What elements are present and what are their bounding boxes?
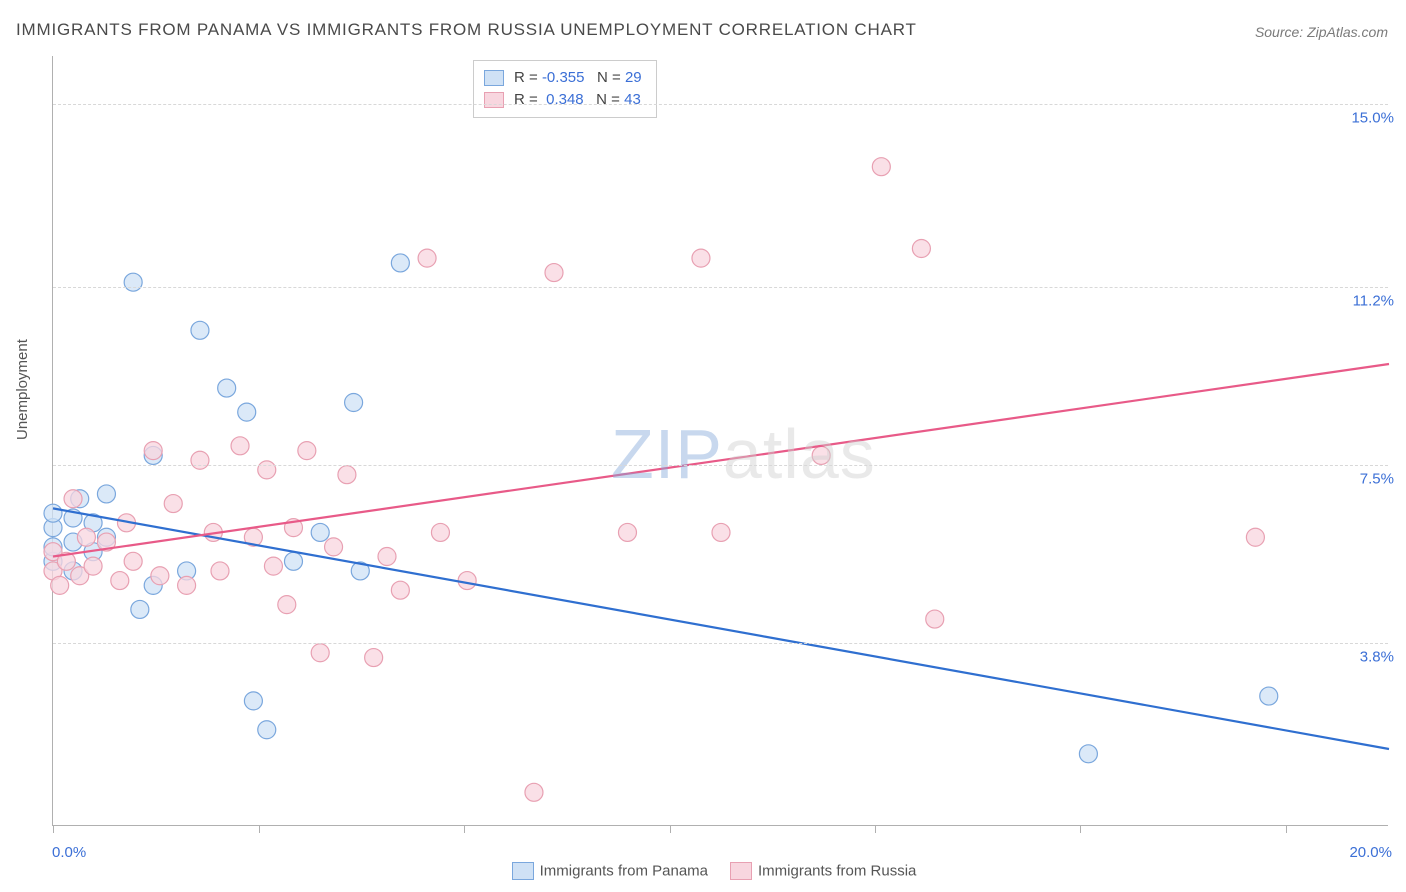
source-citation: Source: ZipAtlas.com bbox=[1255, 24, 1388, 40]
data-point-russia bbox=[124, 552, 142, 570]
data-point-panama bbox=[345, 394, 363, 412]
y-tick-label: 3.8% bbox=[1360, 649, 1394, 666]
x-max-label: 20.0% bbox=[1349, 844, 1392, 861]
stats-row-russia: R = 0.348 N = 43 bbox=[484, 89, 642, 111]
data-point-russia bbox=[211, 562, 229, 580]
swatch-russia bbox=[484, 92, 504, 108]
data-point-russia bbox=[178, 576, 196, 594]
gridline bbox=[53, 287, 1388, 288]
data-point-russia bbox=[311, 644, 329, 662]
data-point-russia bbox=[365, 649, 383, 667]
data-point-russia bbox=[51, 576, 69, 594]
data-point-panama bbox=[131, 600, 149, 618]
plot-area: R = -0.355 N = 29R = 0.348 N = 43 ZIPatl… bbox=[52, 56, 1388, 826]
data-point-russia bbox=[64, 490, 82, 508]
x-min-label: 0.0% bbox=[52, 844, 86, 861]
data-point-russia bbox=[77, 528, 95, 546]
gridline bbox=[53, 465, 1388, 466]
regression-line-panama bbox=[53, 508, 1389, 749]
legend-swatch bbox=[730, 862, 752, 880]
data-point-russia bbox=[418, 249, 436, 267]
data-point-panama bbox=[97, 485, 115, 503]
data-point-russia bbox=[278, 596, 296, 614]
data-point-russia bbox=[926, 610, 944, 628]
x-tick bbox=[670, 825, 671, 833]
data-point-panama bbox=[311, 523, 329, 541]
y-tick-label: 7.5% bbox=[1360, 471, 1394, 488]
gridline bbox=[53, 104, 1388, 105]
data-point-panama bbox=[191, 321, 209, 339]
data-point-russia bbox=[298, 442, 316, 460]
data-point-panama bbox=[1079, 745, 1097, 763]
data-point-panama bbox=[1260, 687, 1278, 705]
gridline bbox=[53, 643, 1388, 644]
data-point-russia bbox=[1246, 528, 1264, 546]
y-tick-label: 11.2% bbox=[1353, 293, 1394, 310]
data-point-russia bbox=[258, 461, 276, 479]
y-tick-label: 15.0% bbox=[1351, 110, 1394, 127]
chart-title: IMMIGRANTS FROM PANAMA VS IMMIGRANTS FRO… bbox=[16, 20, 917, 40]
data-point-russia bbox=[872, 158, 890, 176]
data-point-russia bbox=[164, 495, 182, 513]
stats-text-panama: R = -0.355 N = 29 bbox=[514, 67, 642, 89]
data-point-russia bbox=[391, 581, 409, 599]
data-point-russia bbox=[458, 572, 476, 590]
data-point-russia bbox=[431, 523, 449, 541]
data-point-panama bbox=[124, 273, 142, 291]
data-point-russia bbox=[84, 557, 102, 575]
x-tick bbox=[259, 825, 260, 833]
data-point-russia bbox=[378, 548, 396, 566]
chart-svg bbox=[53, 56, 1388, 825]
x-tick bbox=[1080, 825, 1081, 833]
data-point-panama bbox=[284, 552, 302, 570]
data-point-russia bbox=[144, 442, 162, 460]
data-point-russia bbox=[812, 446, 830, 464]
data-point-russia bbox=[692, 249, 710, 267]
data-point-russia bbox=[151, 567, 169, 585]
data-point-russia bbox=[525, 783, 543, 801]
legend-label: Immigrants from Panama bbox=[540, 863, 708, 880]
data-point-russia bbox=[338, 466, 356, 484]
x-tick bbox=[875, 825, 876, 833]
data-point-panama bbox=[258, 721, 276, 739]
data-point-russia bbox=[191, 451, 209, 469]
data-point-russia bbox=[618, 523, 636, 541]
data-point-russia bbox=[912, 240, 930, 258]
y-axis-label: Unemployment bbox=[14, 339, 31, 440]
data-point-panama bbox=[391, 254, 409, 272]
data-point-russia bbox=[264, 557, 282, 575]
data-point-panama bbox=[244, 692, 262, 710]
stats-legend: R = -0.355 N = 29R = 0.348 N = 43 bbox=[473, 60, 657, 118]
data-point-russia bbox=[231, 437, 249, 455]
data-point-russia bbox=[325, 538, 343, 556]
data-point-russia bbox=[111, 572, 129, 590]
data-point-panama bbox=[218, 379, 236, 397]
stats-row-panama: R = -0.355 N = 29 bbox=[484, 67, 642, 89]
data-point-russia bbox=[712, 523, 730, 541]
series-legend: Immigrants from Panama Immigrants from Ru… bbox=[0, 862, 1406, 880]
x-tick bbox=[1286, 825, 1287, 833]
x-tick bbox=[464, 825, 465, 833]
legend-swatch bbox=[512, 862, 534, 880]
legend-label: Immigrants from Russia bbox=[758, 863, 916, 880]
data-point-russia bbox=[545, 264, 563, 282]
data-point-panama bbox=[44, 504, 62, 522]
x-tick bbox=[53, 825, 54, 833]
data-point-panama bbox=[238, 403, 256, 421]
stats-text-russia: R = 0.348 N = 43 bbox=[514, 89, 641, 111]
swatch-panama bbox=[484, 70, 504, 86]
